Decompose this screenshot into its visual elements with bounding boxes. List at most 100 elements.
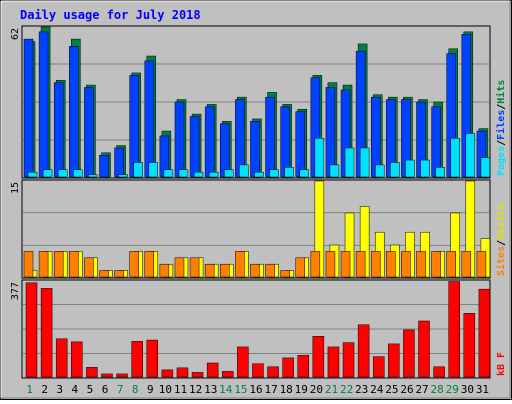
bar-files-day-6 [99, 154, 109, 178]
bar-files-day-12 [189, 116, 200, 178]
x-tick-label-day-2: 2 [41, 383, 48, 396]
panel-visits_sites: 15 Sites/Visits [10, 179, 507, 279]
bar-pages-day-29 [450, 138, 460, 178]
bar-kb-f-day-21 [327, 346, 340, 378]
max-label: 377 [10, 282, 21, 300]
bar-pages-day-31 [480, 157, 491, 178]
bar-sites-day-24 [370, 251, 381, 278]
bar-kb-f-day-26 [403, 329, 415, 378]
bar-files-day-17 [265, 96, 275, 178]
bar-kb-f-day-5 [86, 367, 98, 378]
bar-sites-day-13 [204, 263, 215, 278]
bar-files-day-2 [38, 31, 49, 178]
bar-sites-day-1 [23, 251, 34, 278]
bar-files-day-7 [114, 147, 124, 178]
bar-sites-day-22 [340, 251, 351, 278]
legend-separator: / [496, 104, 507, 110]
bar-pages-day-23 [359, 147, 370, 178]
bar-pages-day-14 [224, 169, 234, 178]
bar-pages-day-1 [27, 171, 38, 178]
legend-entry-hits: Hits [495, 80, 507, 104]
bar-sites-day-16 [250, 263, 260, 278]
x-tick-label-day-19: 19 [295, 383, 308, 396]
bar-pages-day-15 [239, 164, 249, 178]
x-tick-label-day-13: 13 [204, 383, 217, 396]
bar-sites-day-11 [174, 257, 185, 278]
bar-kb-f-day-25 [388, 343, 400, 378]
x-tick-label-day-5: 5 [87, 383, 94, 396]
x-tick-label-day-25: 25 [385, 383, 398, 396]
legend-separator: / [496, 140, 507, 146]
x-tick-label-day-1: 1 [26, 383, 33, 396]
x-tick-label-day-16: 16 [249, 383, 262, 396]
bar-files-day-18 [280, 106, 290, 178]
legend-entry-visits: Visits [495, 204, 507, 240]
bar-kb-f-day-11 [176, 367, 189, 378]
bar-files-day-1 [23, 38, 34, 178]
bar-sites-day-20 [310, 251, 321, 278]
bar-sites-day-9 [144, 251, 155, 278]
legend-entry-sites: Sites [495, 246, 507, 276]
bar-sites-day-23 [355, 251, 366, 278]
bar-pages-day-13 [208, 171, 219, 178]
panel-legend: kB F [496, 352, 507, 376]
bar-files-day-4 [69, 46, 79, 178]
bar-pages-day-19 [299, 169, 309, 178]
x-tick-label-day-8: 8 [132, 383, 139, 396]
x-tick-label-day-7: 7 [117, 383, 124, 396]
bar-sites-day-14 [220, 263, 230, 278]
bar-pages-day-12 [193, 171, 204, 178]
bar-kb-f-day-8 [131, 341, 143, 378]
bar-pages-day-18 [284, 167, 294, 178]
bar-pages-day-5 [88, 174, 98, 178]
bar-sites-day-3 [53, 251, 64, 278]
x-tick-label-day-4: 4 [72, 383, 79, 396]
bar-sites-day-8 [129, 251, 139, 278]
x-tick-label-day-29: 29 [446, 383, 459, 396]
bar-files-day-28 [431, 106, 441, 178]
bar-kb-f-day-10 [161, 369, 174, 378]
bar-pages-day-27 [420, 159, 430, 178]
bar-kb-f-day-6 [101, 373, 113, 378]
bar-sites-day-10 [159, 263, 170, 278]
bar-sites-day-29 [446, 251, 456, 278]
x-tick-label-day-18: 18 [280, 383, 293, 396]
bar-sites-day-6 [99, 270, 109, 278]
x-tick-label-day-21: 21 [325, 383, 338, 396]
legend-entry-files: Files [495, 110, 507, 140]
bar-pages-day-26 [405, 159, 415, 178]
panel-legend: Pages/Files/Hits [495, 80, 507, 176]
bar-sites-day-12 [189, 257, 200, 278]
bar-sites-day-2 [38, 251, 49, 278]
x-tick-label-day-6: 6 [102, 383, 109, 396]
bar-files-day-8 [129, 75, 139, 178]
bar-files-day-19 [295, 111, 305, 178]
x-tick-label-day-11: 11 [174, 383, 187, 396]
chart-title: Daily usage for July 2018 [20, 8, 201, 22]
bar-pages-day-10 [163, 169, 174, 178]
bar-kb-f-day-14 [222, 371, 234, 378]
bar-kb-f-day-20 [312, 336, 325, 378]
legend-entry-kb-f: kB F [496, 352, 507, 376]
bar-sites-day-25 [386, 251, 396, 278]
bar-kb-f-day-12 [191, 372, 204, 378]
bar-sites-day-17 [265, 263, 275, 278]
bar-kb-f-day-19 [297, 355, 309, 378]
legend-separator: / [496, 240, 507, 246]
bar-sites-day-28 [431, 251, 441, 278]
bar-kb-f-day-7 [116, 373, 128, 378]
bar-files-day-9 [144, 60, 155, 178]
bar-kb-f-day-2 [40, 288, 53, 378]
bar-kb-f-day-28 [433, 366, 445, 378]
max-label: 15 [10, 182, 21, 194]
max-label: 62 [10, 28, 21, 40]
bar-files-day-16 [250, 121, 260, 178]
bar-kb-f-day-27 [418, 320, 430, 378]
bar-sites-day-30 [461, 251, 472, 278]
x-tick-label-day-12: 12 [189, 383, 202, 396]
bar-pages-day-8 [133, 162, 143, 178]
bar-sites-day-27 [416, 251, 426, 278]
bar-kb-f-day-9 [146, 339, 159, 378]
